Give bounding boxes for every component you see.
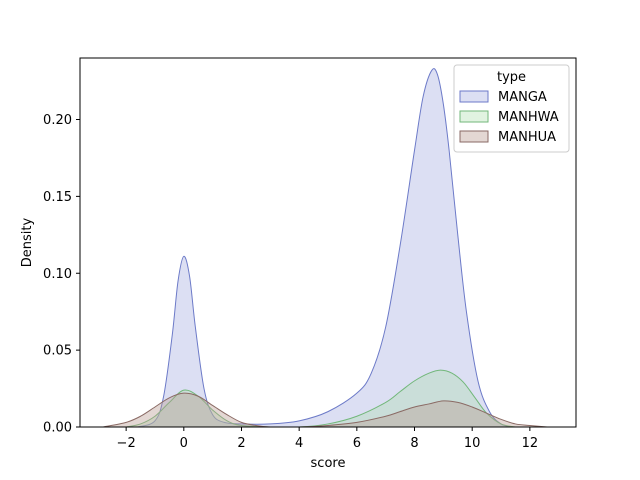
legend-title: type <box>497 70 526 85</box>
series-area-manga <box>137 68 513 427</box>
legend-label-manhua: MANHUA <box>498 130 556 145</box>
series-area-manhua <box>103 393 548 427</box>
x-tick-label: 6 <box>353 436 361 451</box>
y-tick-label: 0.15 <box>43 190 72 205</box>
series-line-manhua <box>102 392 548 428</box>
legend-swatch-manhwa <box>459 110 489 123</box>
legend-swatch-manhua <box>459 130 489 143</box>
legend-box <box>453 64 570 153</box>
x-tick-label: 4 <box>295 436 303 451</box>
y-axis-label: Density <box>20 217 35 267</box>
x-axis-label: score <box>311 456 346 471</box>
legend-swatch-manga <box>459 90 489 103</box>
series-area-manhwa <box>126 370 516 427</box>
x-tick-label: −2 <box>117 436 136 451</box>
x-tick-label: 10 <box>464 436 481 451</box>
y-tick-label: 0.00 <box>43 421 72 436</box>
y-tick-label: 0.20 <box>43 113 72 128</box>
series-layer <box>102 68 548 428</box>
x-tick-label: 0 <box>180 436 188 451</box>
x-tick-label: 8 <box>410 436 418 451</box>
legend: type MANGA MANHWA MANHUA <box>453 64 570 153</box>
series-line-manhwa <box>126 369 516 428</box>
y-tick-label: 0.10 <box>43 267 72 282</box>
y-axis: 0.00 0.05 0.10 0.15 0.20 <box>43 113 80 436</box>
x-axis: −2 0 2 4 6 8 10 12 <box>117 427 539 451</box>
legend-label-manhwa: MANHWA <box>498 110 559 125</box>
legend-label-manga: MANGA <box>498 90 547 105</box>
legend-items: MANGA MANHWA MANHUA <box>459 90 559 145</box>
y-tick-label: 0.05 <box>43 344 72 359</box>
x-tick-label: 2 <box>237 436 245 451</box>
series-line-manga <box>137 68 513 428</box>
x-tick-label: 12 <box>522 436 539 451</box>
plot-frame <box>79 57 577 428</box>
